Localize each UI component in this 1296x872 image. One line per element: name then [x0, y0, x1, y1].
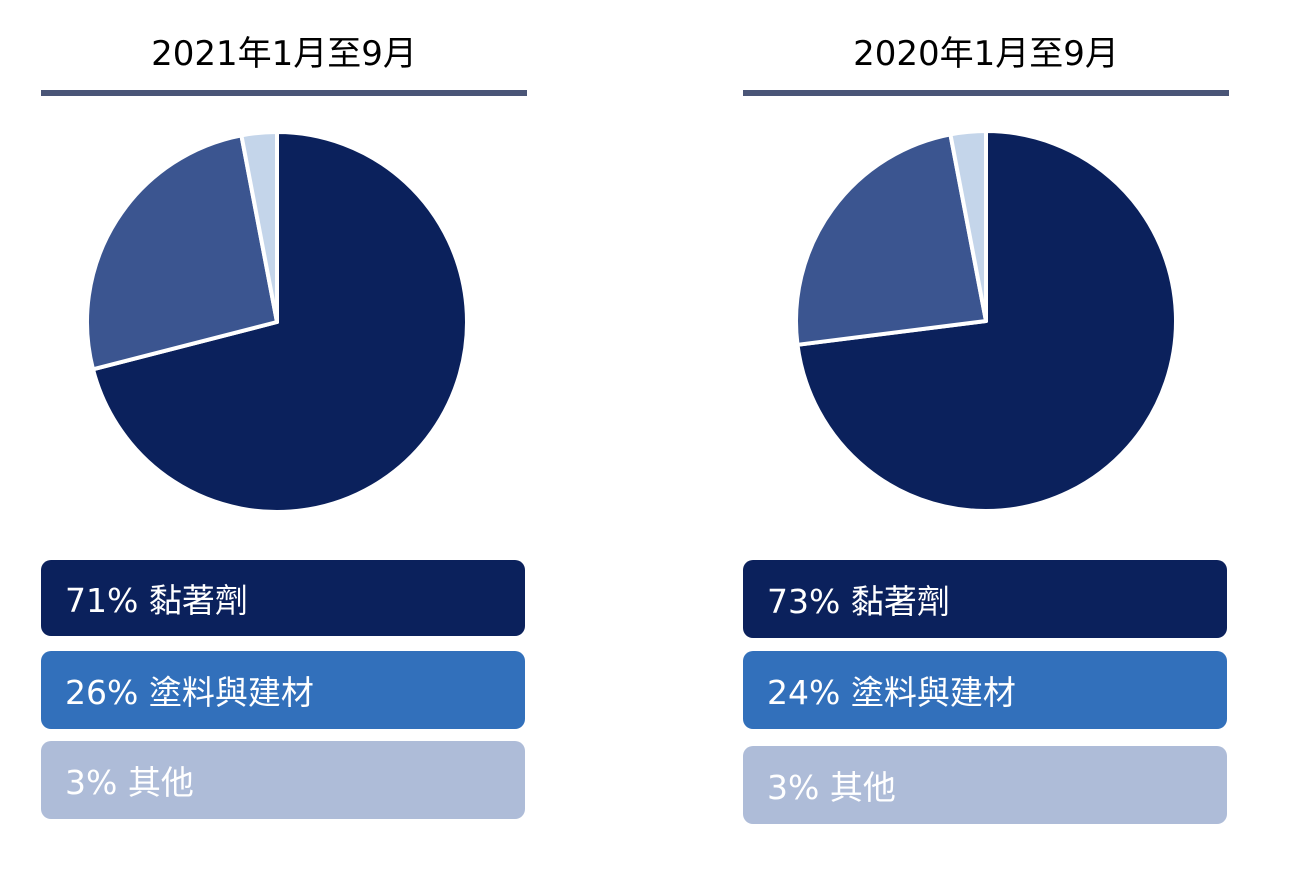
chart-title: 2020年1月至9月	[853, 34, 1119, 74]
pie-plot	[85, 130, 469, 514]
title-underline	[743, 90, 1229, 96]
legend-item-other: 3% 其他	[743, 746, 1227, 824]
legend-item-adhesives: 73% 黏著劑	[743, 560, 1227, 638]
slice-coatings	[85, 133, 279, 372]
pie-chart-2021: 2021年1月至9月 71% 黏著劑 26% 塗料與建材 3% 其他	[41, 0, 527, 872]
pie-plot	[794, 129, 1178, 513]
legend-item-coatings: 26% 塗料與建材	[41, 651, 525, 729]
legend-item-coatings: 24% 塗料與建材	[743, 651, 1227, 729]
slice-other	[948, 129, 988, 323]
title-underline	[41, 90, 527, 96]
slice-other	[239, 130, 279, 324]
chart-title: 2021年1月至9月	[151, 34, 417, 74]
slice-adhesives	[90, 130, 469, 514]
slice-coatings	[794, 132, 988, 347]
legend-item-adhesives: 71% 黏著劑	[41, 560, 525, 636]
pie-chart-2020: 2020年1月至9月 73% 黏著劑 24% 塗料與建材 3% 其他	[743, 0, 1229, 872]
legend-item-other: 3% 其他	[41, 741, 525, 819]
